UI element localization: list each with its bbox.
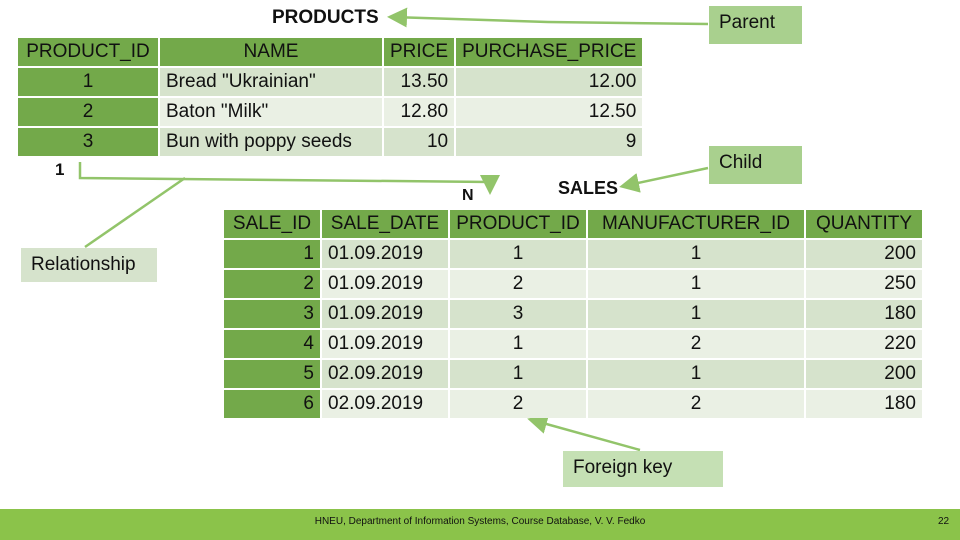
table-row: 1 01.09.2019 1 1 200 xyxy=(224,240,922,268)
cell-sale-id: 5 xyxy=(224,360,320,388)
cell-sale-date: 01.09.2019 xyxy=(322,240,448,268)
cell-product-id: 2 xyxy=(450,390,586,418)
relationship-line xyxy=(78,162,500,195)
cell-product-id: 3 xyxy=(450,300,586,328)
cell-product-id: 2 xyxy=(18,98,158,126)
cell-quantity: 180 xyxy=(806,390,922,418)
cell-manufacturer-id: 1 xyxy=(588,360,804,388)
cell-manufacturer-id: 1 xyxy=(588,300,804,328)
products-title: PRODUCTS xyxy=(272,7,379,28)
cell-name: Bun with poppy seeds xyxy=(160,128,382,156)
cell-purchase-price: 9 xyxy=(456,128,643,156)
cell-price: 12.80 xyxy=(384,98,455,126)
cell-manufacturer-id: 2 xyxy=(588,330,804,358)
cell-quantity: 200 xyxy=(806,240,922,268)
table-row: 2 Baton "Milk" 12.80 12.50 xyxy=(18,98,643,126)
parent-label: Parent xyxy=(709,6,802,44)
page-number: 22 xyxy=(938,516,950,527)
table-row: 1 Bread "Ukrainian" 13.50 12.00 xyxy=(18,68,643,96)
cell-purchase-price: 12.00 xyxy=(456,68,643,96)
child-arrow xyxy=(619,166,709,193)
cell-sale-date: 01.09.2019 xyxy=(322,270,448,298)
cell-purchase-price: 12.50 xyxy=(456,98,643,126)
relationship-many-label: N xyxy=(462,187,474,204)
sales-title: SALES xyxy=(558,178,619,198)
cell-quantity: 180 xyxy=(806,300,922,328)
cell-quantity: 200 xyxy=(806,360,922,388)
cell-sale-date: 01.09.2019 xyxy=(322,330,448,358)
footer-bar xyxy=(0,509,960,540)
cell-name: Bread "Ukrainian" xyxy=(160,68,382,96)
products-header-row: PRODUCT_ID NAME PRICE PURCHASE_PRICE xyxy=(18,38,643,66)
relationship-one-label: 1 xyxy=(55,160,65,179)
cell-product-id: 1 xyxy=(18,68,158,96)
header-product-id: PRODUCT_ID xyxy=(18,38,158,66)
cell-sale-id: 3 xyxy=(224,300,320,328)
cell-name: Baton "Milk" xyxy=(160,98,382,126)
header-quantity: QUANTITY xyxy=(806,210,922,238)
cell-price: 13.50 xyxy=(384,68,455,96)
cell-product-id: 1 xyxy=(450,330,586,358)
cell-product-id: 1 xyxy=(450,360,586,388)
cell-sale-id: 4 xyxy=(224,330,320,358)
table-row: 3 01.09.2019 3 1 180 xyxy=(224,300,922,328)
header-sale-id: SALE_ID xyxy=(224,210,320,238)
header-name: NAME xyxy=(160,38,382,66)
cell-product-id: 3 xyxy=(18,128,158,156)
header-product-id: PRODUCT_ID xyxy=(450,210,586,238)
products-table: PRODUCT_ID NAME PRICE PURCHASE_PRICE 1 B… xyxy=(16,36,644,158)
cell-sale-date: 02.09.2019 xyxy=(322,360,448,388)
cell-sale-id: 1 xyxy=(224,240,320,268)
cell-quantity: 250 xyxy=(806,270,922,298)
table-row: 2 01.09.2019 2 1 250 xyxy=(224,270,922,298)
cell-product-id: 1 xyxy=(450,240,586,268)
header-price: PRICE xyxy=(384,38,455,66)
table-row: 3 Bun with poppy seeds 10 9 xyxy=(18,128,643,156)
cell-manufacturer-id: 1 xyxy=(588,270,804,298)
header-purchase-price: PURCHASE_PRICE xyxy=(456,38,643,66)
cell-product-id: 2 xyxy=(450,270,586,298)
cell-manufacturer-id: 2 xyxy=(588,390,804,418)
cell-sale-id: 6 xyxy=(224,390,320,418)
footer-text: HNEU, Department of Information Systems,… xyxy=(314,516,646,527)
cell-sale-date: 01.09.2019 xyxy=(322,300,448,328)
foreign-key-label: Foreign key xyxy=(563,451,723,487)
header-manufacturer-id: MANUFACTURER_ID xyxy=(588,210,804,238)
sales-table: SALE_ID SALE_DATE PRODUCT_ID MANUFACTURE… xyxy=(222,208,924,420)
child-label: Child xyxy=(709,146,802,184)
parent-arrow xyxy=(387,7,709,28)
sales-header-row: SALE_ID SALE_DATE PRODUCT_ID MANUFACTURE… xyxy=(224,210,922,238)
cell-manufacturer-id: 1 xyxy=(588,240,804,268)
cell-sale-date: 02.09.2019 xyxy=(322,390,448,418)
table-row: 6 02.09.2019 2 2 180 xyxy=(224,390,922,418)
cell-quantity: 220 xyxy=(806,330,922,358)
cell-sale-id: 2 xyxy=(224,270,320,298)
table-row: 4 01.09.2019 1 2 220 xyxy=(224,330,922,358)
table-row: 5 02.09.2019 1 1 200 xyxy=(224,360,922,388)
relationship-pointer xyxy=(84,176,186,249)
header-sale-date: SALE_DATE xyxy=(322,210,448,238)
relationship-label: Relationship xyxy=(21,248,157,282)
cell-price: 10 xyxy=(384,128,455,156)
foreign-key-arrow xyxy=(527,414,641,452)
